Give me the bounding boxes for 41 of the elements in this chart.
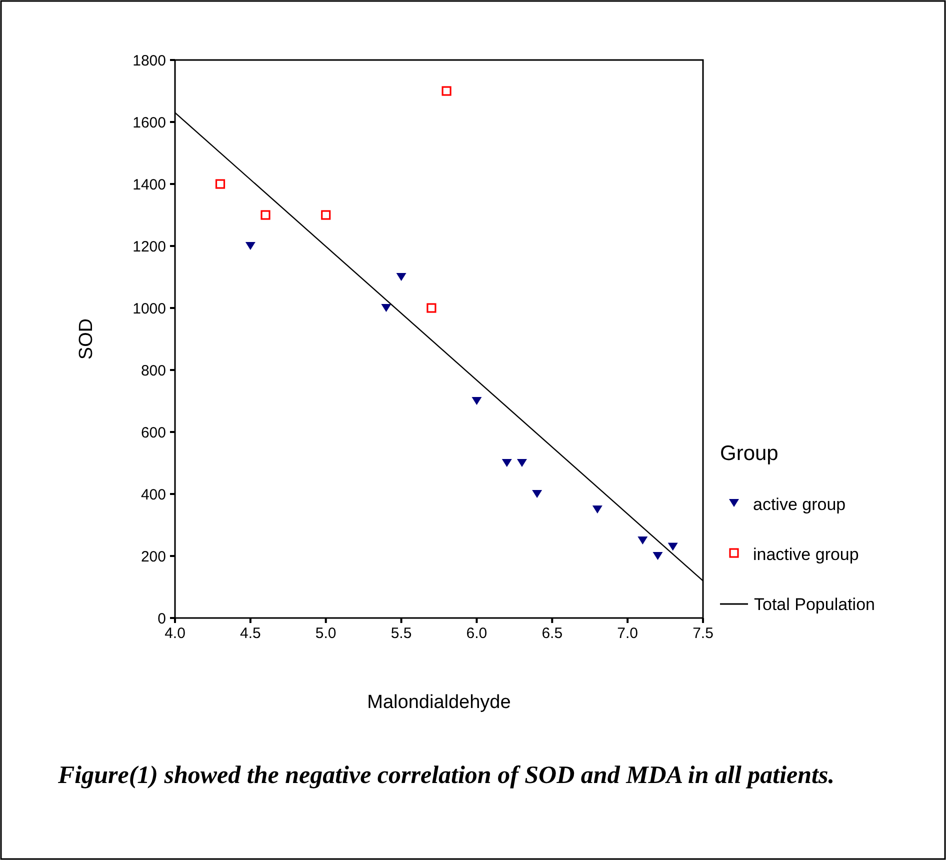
point <box>381 304 392 312</box>
legend-label: inactive group <box>753 545 859 564</box>
y-tick-label: 200 <box>140 548 166 566</box>
point <box>502 459 512 467</box>
y-tick-label: 1400 <box>132 176 166 194</box>
point <box>472 397 482 405</box>
point <box>245 242 256 250</box>
x-tick-label: 5.5 <box>390 625 412 642</box>
legend-label: Total Population <box>754 595 875 614</box>
x-tick-label: 4.0 <box>164 625 186 642</box>
y-tick-label: 800 <box>140 362 166 380</box>
point <box>260 210 270 220</box>
x-axis-title: Malondialdehyde <box>367 692 511 713</box>
y-tick-label: 1600 <box>132 114 166 132</box>
legend-label: active group <box>753 495 846 514</box>
point <box>592 506 602 514</box>
x-tick-label: 6.5 <box>542 625 563 642</box>
point <box>215 179 226 189</box>
point <box>442 86 452 96</box>
point <box>668 542 678 551</box>
x-tick-label: 4.5 <box>240 625 261 642</box>
y-tick-label: 600 <box>140 424 166 442</box>
text: Figure(1) showed the negative correlation of SOD and MDA in all patients. <box>58 761 836 791</box>
y-tick-label: 400 <box>140 486 166 504</box>
point <box>532 490 542 498</box>
point <box>638 536 648 544</box>
x-tick-label: 6.0 <box>466 625 488 642</box>
y-tick-label: 1000 <box>132 300 166 318</box>
point <box>652 552 663 560</box>
x-tick-label: 7.0 <box>617 625 638 642</box>
point <box>321 210 331 220</box>
x-tick-label: 5.0 <box>315 625 336 642</box>
y-tick-label: 1200 <box>132 238 166 256</box>
y-axis-title: SOD <box>76 318 97 360</box>
point <box>396 273 406 281</box>
y-tick-label: 1800 <box>132 52 166 70</box>
legend-title: Group <box>720 442 778 465</box>
y-tick-label: 0 <box>158 610 166 628</box>
point <box>516 459 527 467</box>
x-tick-label: 7.5 <box>692 625 714 642</box>
point <box>426 303 436 313</box>
